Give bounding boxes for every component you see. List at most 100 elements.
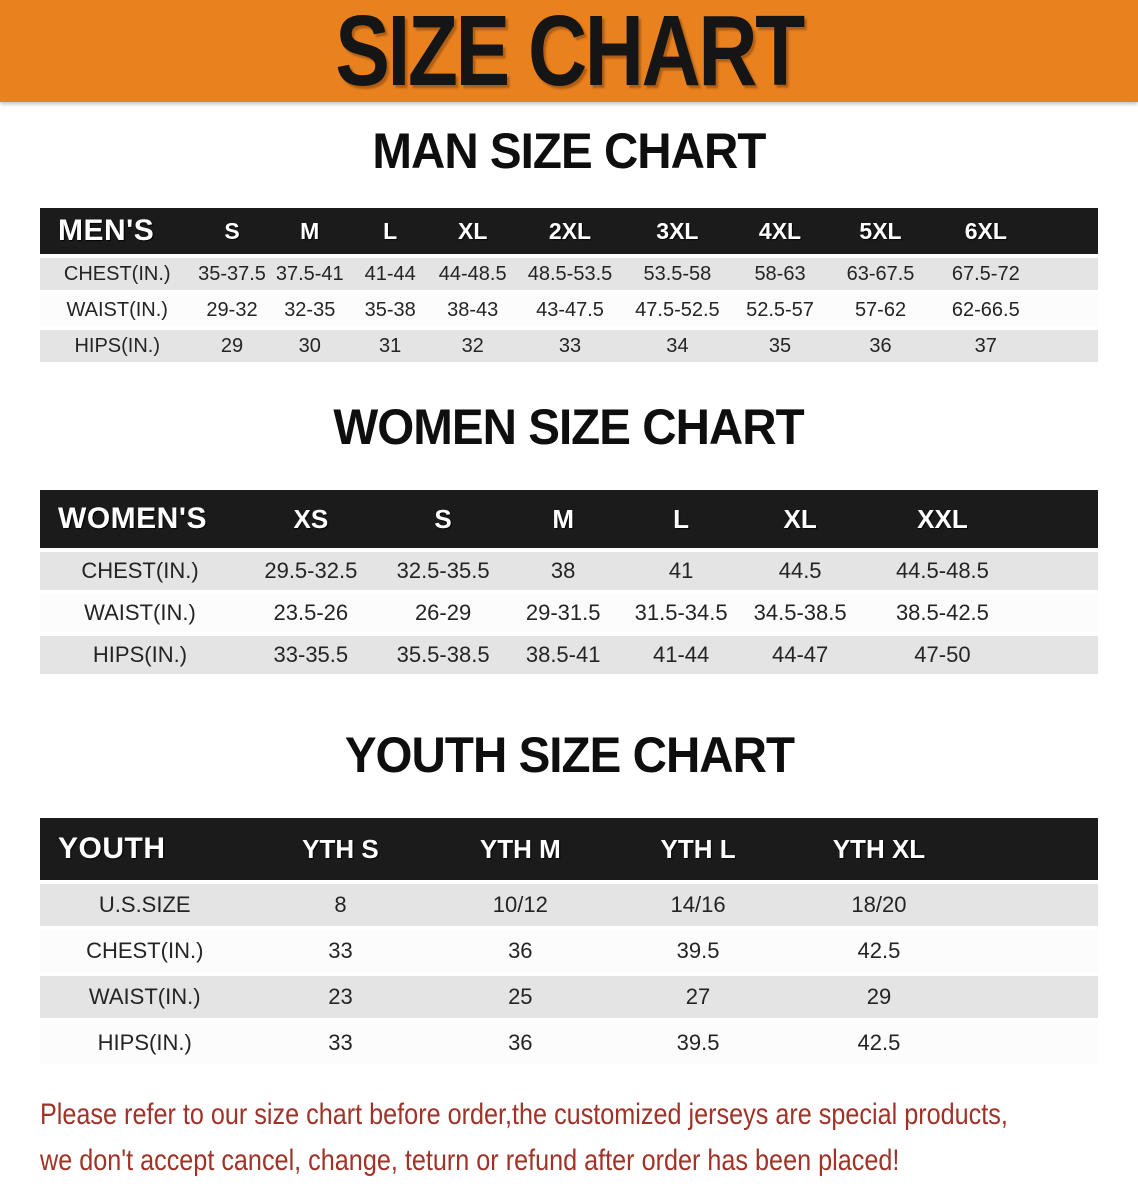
size-value: 35-37.5 — [194, 258, 270, 290]
men-row-waist-in: WAIST(IN.) 29-32 32-35 35-38 38-43 43-47.5 47.… — [40, 294, 1098, 326]
youth-row-u-s-size: U.S.SIZE 8 10/12 14/16 18/20 — [40, 884, 1098, 926]
size-value: 35.5-38.5 — [381, 636, 505, 674]
order-disclaimer-line-1: Please refer to our size chart before or… — [40, 1098, 1008, 1131]
size-value: 48.5-53.5 — [515, 258, 626, 290]
women-table-label: WOMEN'S — [40, 490, 240, 548]
womens-size-table: WOMEN'S XS S M L XL XXL CHEST(IN.) 29.5-32.5 32.5… — [40, 486, 1098, 678]
filler-cell — [970, 976, 1098, 1018]
men-size-column-header: 2XL — [515, 208, 626, 254]
size-value: 42.5 — [786, 1022, 971, 1064]
size-value: 36 — [431, 1022, 610, 1064]
row-label: WAIST(IN.) — [40, 976, 250, 1018]
mens-size-table: MEN'S S M L XL 2XL 3XL 4XL 5XL 6XL CHEST(IN.) 35-37… — [40, 204, 1098, 366]
size-value: 36 — [431, 930, 610, 972]
youth-row-waist-in: WAIST(IN.) 23 25 27 29 — [40, 976, 1098, 1018]
men-row-hips-in: HIPS(IN.) 29 30 31 32 33 34 35 36 37 — [40, 330, 1098, 362]
size-value: 33 — [249, 930, 432, 972]
youth-size-chart-heading: YOUTH SIZE CHART — [0, 730, 1138, 790]
man-size-chart-heading: MAN SIZE CHART — [0, 126, 1138, 186]
size-value: 23.5-26 — [239, 594, 382, 632]
youth-row-hips-in: HIPS(IN.) 33 36 39.5 42.5 — [40, 1022, 1098, 1064]
size-value: 42.5 — [786, 930, 971, 972]
size-value: 35 — [729, 330, 831, 362]
filler-cell — [1024, 552, 1098, 590]
youth-size-column-header: YTH XL — [786, 818, 971, 880]
size-value: 32.5-35.5 — [381, 552, 505, 590]
women-size-column-header: L — [621, 490, 741, 548]
men-size-column-header: XL — [430, 208, 515, 254]
row-label: WAIST(IN.) — [40, 594, 240, 632]
size-value: 18/20 — [786, 884, 971, 926]
size-value: 39.5 — [609, 1022, 787, 1064]
youth-table-header-row: YOUTH YTH S YTH M YTH L YTH XL — [40, 818, 1098, 880]
row-label: WAIST(IN.) — [40, 294, 195, 326]
filler-cell — [970, 930, 1098, 972]
size-value: 62-66.5 — [930, 294, 1041, 326]
size-value: 67.5-72 — [930, 258, 1041, 290]
filler-cell — [970, 818, 1098, 880]
men-size-column-header: L — [349, 208, 431, 254]
women-size-chart-heading-text: WOMEN SIZE CHART — [333, 399, 805, 455]
size-value: 35-38 — [349, 294, 431, 326]
size-value: 41 — [621, 552, 741, 590]
youth-size-column-header: YTH S — [249, 818, 432, 880]
size-value: 8 — [249, 884, 432, 926]
men-table-header-row: MEN'S S M L XL 2XL 3XL 4XL 5XL 6XL — [40, 208, 1098, 254]
size-value: 37.5-41 — [269, 258, 350, 290]
size-value: 38 — [504, 552, 622, 590]
filler-cell — [1040, 294, 1098, 326]
size-value: 38.5-42.5 — [859, 594, 1025, 632]
filler-cell — [1024, 490, 1098, 548]
size-value: 44.5 — [740, 552, 860, 590]
filler-cell — [1024, 594, 1098, 632]
women-size-column-header: XS — [239, 490, 382, 548]
youth-size-table: YOUTH YTH S YTH M YTH L YTH XL U.S.SIZE 8 10/12… — [40, 814, 1098, 1068]
youth-size-column-header: YTH M — [431, 818, 610, 880]
size-value: 38-43 — [430, 294, 515, 326]
women-row-hips-in: HIPS(IN.) 33-35.5 35.5-38.5 38.5-41 41-44 44-… — [40, 636, 1098, 674]
women-size-column-header: S — [381, 490, 505, 548]
size-value: 14/16 — [609, 884, 787, 926]
women-row-chest-in: CHEST(IN.) 29.5-32.5 32.5-35.5 38 41 44.5 44.5… — [40, 552, 1098, 590]
row-label: U.S.SIZE — [40, 884, 250, 926]
size-value: 29-32 — [194, 294, 270, 326]
men-size-column-header: 3XL — [625, 208, 730, 254]
row-label: CHEST(IN.) — [40, 552, 240, 590]
men-size-column-header: 6XL — [930, 208, 1041, 254]
size-value: 41-44 — [349, 258, 431, 290]
youth-row-chest-in: CHEST(IN.) 33 36 39.5 42.5 — [40, 930, 1098, 972]
filler-cell — [970, 1022, 1098, 1064]
women-size-chart-heading: WOMEN SIZE CHART — [0, 402, 1138, 462]
size-value: 53.5-58 — [625, 258, 730, 290]
size-value: 33-35.5 — [239, 636, 382, 674]
size-value: 32-35 — [269, 294, 350, 326]
size-value: 31.5-34.5 — [621, 594, 741, 632]
size-value: 47.5-52.5 — [625, 294, 730, 326]
size-value: 23 — [249, 976, 432, 1018]
youth-table-label: YOUTH — [40, 818, 250, 880]
women-size-column-header: XXL — [859, 490, 1025, 548]
order-disclaimer: Please refer to our size chart before or… — [40, 1092, 1138, 1184]
size-value: 25 — [431, 976, 610, 1018]
size-chart-banner: SIZE CHART — [0, 0, 1138, 102]
size-value: 37 — [930, 330, 1041, 362]
size-value: 34.5-38.5 — [740, 594, 860, 632]
order-disclaimer-line-2: we don't accept cancel, change, teturn o… — [40, 1144, 900, 1177]
row-label: HIPS(IN.) — [40, 636, 240, 674]
size-value: 38.5-41 — [504, 636, 622, 674]
size-value: 63-67.5 — [830, 258, 931, 290]
size-value: 10/12 — [431, 884, 610, 926]
size-value: 57-62 — [830, 294, 931, 326]
size-value: 43-47.5 — [515, 294, 626, 326]
size-value: 47-50 — [859, 636, 1025, 674]
size-value: 58-63 — [729, 258, 831, 290]
youth-size-column-header: YTH L — [609, 818, 787, 880]
youth-size-chart-heading-text: YOUTH SIZE CHART — [344, 727, 794, 783]
men-table-label: MEN'S — [40, 208, 195, 254]
men-row-chest-in: CHEST(IN.) 35-37.5 37.5-41 41-44 44-48.5 48.5… — [40, 258, 1098, 290]
size-value: 44-47 — [740, 636, 860, 674]
women-table-header-row: WOMEN'S XS S M L XL XXL — [40, 490, 1098, 548]
size-value: 36 — [830, 330, 931, 362]
women-size-column-header: XL — [740, 490, 860, 548]
size-value: 31 — [349, 330, 431, 362]
